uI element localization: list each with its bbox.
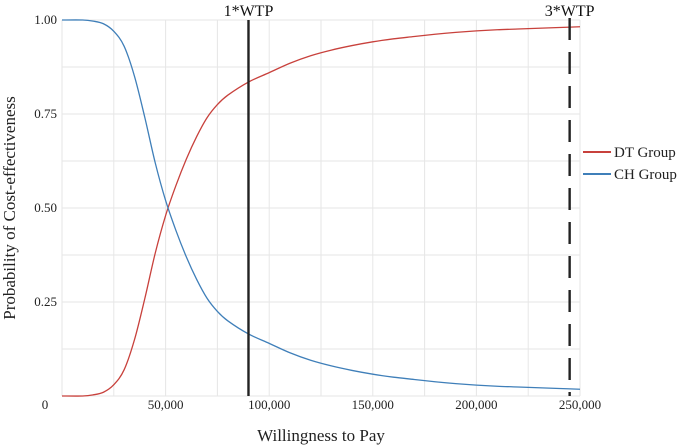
wtp-label-1-wtp: 1*WTP xyxy=(224,3,274,20)
x-tick-label: 50,000 xyxy=(148,397,184,412)
x-tick-label: 200,000 xyxy=(455,397,497,412)
x-tick-label: 0 xyxy=(42,397,49,412)
x-axis-ticks: 0 50,000 100,000 150,000 200,000 250,000 xyxy=(42,397,601,412)
x-tick-label: 150,000 xyxy=(352,397,394,412)
wtp-label-3-wtp: 3*WTP xyxy=(545,3,595,20)
y-axis-ticks: 0.25 0.50 0.75 1.00 xyxy=(34,12,57,309)
legend-label-dt-group: DT Group xyxy=(614,145,676,161)
y-tick-label: 0.25 xyxy=(34,294,57,309)
y-tick-label: 1.00 xyxy=(34,12,57,27)
x-tick-label: 250,000 xyxy=(559,397,601,412)
legend: DT Group CH Group xyxy=(583,145,677,183)
wtp-annotations: 1*WTP 3*WTP xyxy=(224,3,595,396)
y-tick-label: 0.75 xyxy=(34,106,57,121)
y-tick-label: 0.50 xyxy=(34,200,57,215)
x-axis-title: Willingness to Pay xyxy=(257,426,385,445)
x-tick-label: 100,000 xyxy=(248,397,290,412)
grid xyxy=(61,19,581,397)
y-axis-title: Probability of Cost-effectiveness xyxy=(0,96,19,319)
legend-label-ch-group: CH Group xyxy=(614,167,677,183)
